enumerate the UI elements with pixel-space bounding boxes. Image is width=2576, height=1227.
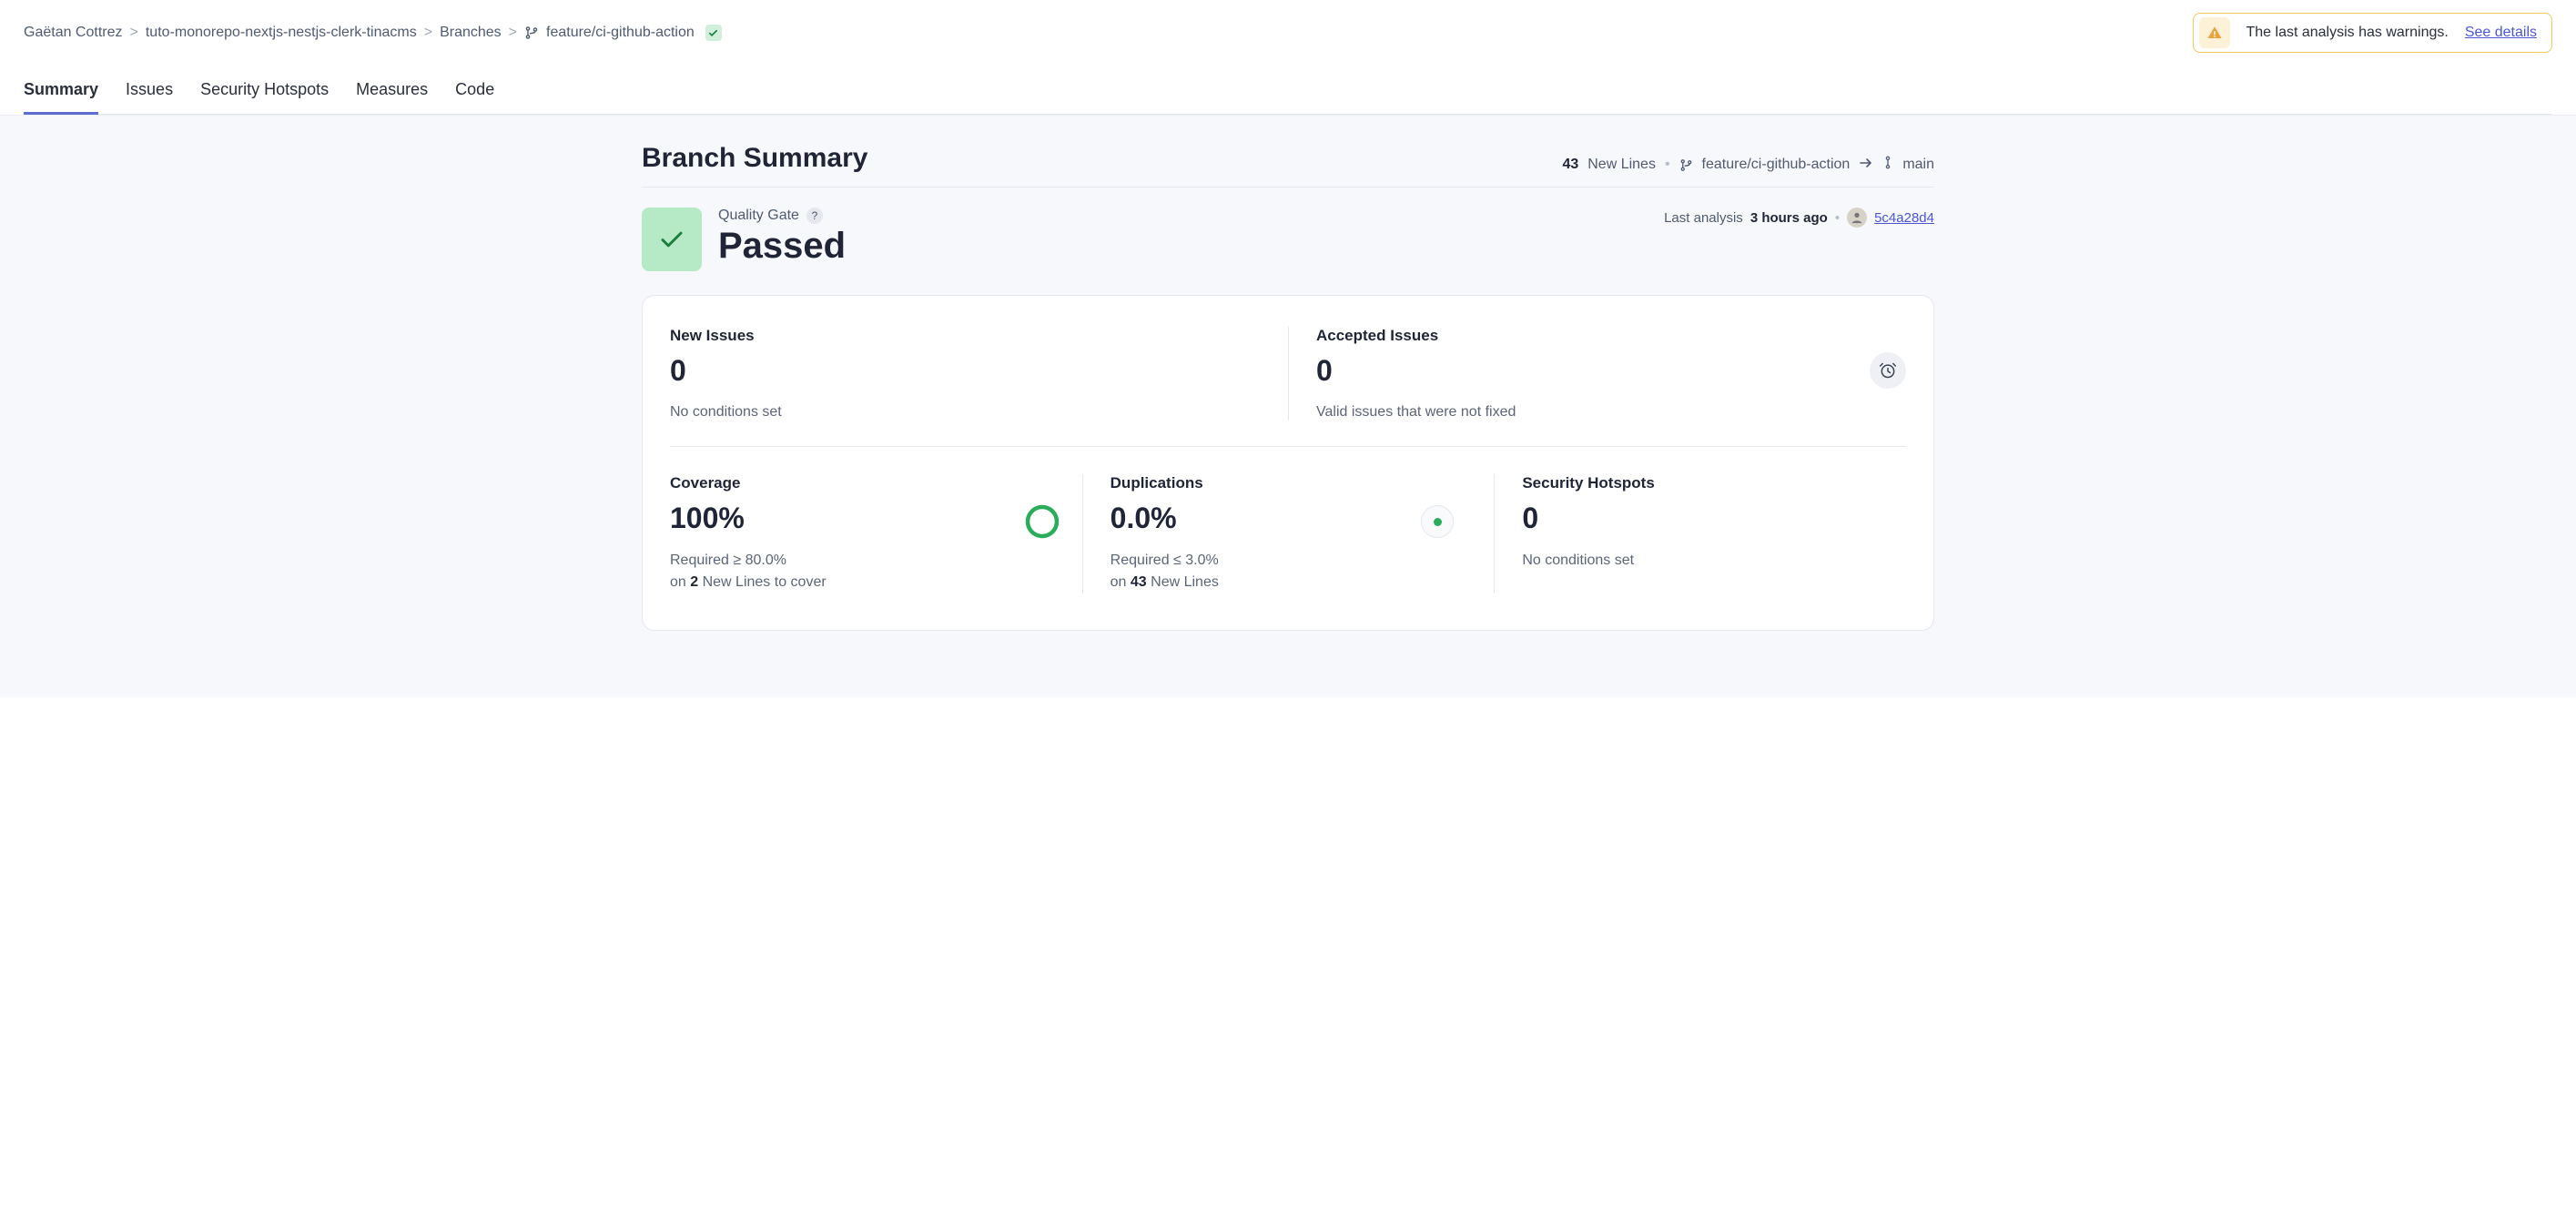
commit-link[interactable]: 5c4a28d4 [1874,210,1934,226]
tab-code[interactable]: Code [455,71,494,115]
accepted-issues-value[interactable]: 0 [1316,354,1879,388]
dot-sep: • [1665,157,1670,173]
tab-security-hotspots[interactable]: Security Hotspots [200,71,329,115]
tabs: Summary Issues Security Hotspots Measure… [24,71,2552,115]
snooze-button[interactable] [1870,352,1906,389]
breadcrumb-owner[interactable]: Gaëtan Cottrez [24,25,123,41]
branch-icon [1679,158,1693,172]
breadcrumb-sep: > [424,25,432,41]
breadcrumb-branches[interactable]: Branches [440,25,502,41]
new-lines-label: New Lines [1587,157,1656,173]
last-analysis-label: Last analysis [1664,210,1743,226]
target-branch: main [1902,157,1934,173]
dot-sep: • [1835,210,1840,226]
new-issues-title: New Issues [670,327,1261,345]
security-hotspots-title: Security Hotspots [1522,474,1879,492]
warning-icon [2199,17,2230,48]
last-analysis-time: 3 hours ago [1750,210,1828,226]
new-issues-sub: No conditions set [670,404,1261,421]
accepted-issues-title: Accepted Issues [1316,327,1879,345]
duplications-on-line: on 43 New Lines [1111,572,1467,593]
security-hotspots-value[interactable]: 0 [1522,502,1879,535]
branch-icon [524,25,539,40]
coverage-title: Coverage [670,474,1055,492]
arrow-right-icon [1859,157,1873,174]
coverage-required: Required ≥ 80.0% [670,550,1055,572]
breadcrumb-sep: > [509,25,517,41]
coverage-ring-icon [1024,503,1060,540]
breadcrumb-project[interactable]: tuto-monorepo-nextjs-nestjs-clerk-tinacm… [146,25,417,41]
breadcrumb-sep: > [130,25,138,41]
security-hotspots-sub: No conditions set [1522,550,1879,572]
accepted-issues-sub: Valid issues that were not fixed [1316,404,1879,421]
tab-measures[interactable]: Measures [356,71,428,115]
branch-status-passed-icon [705,25,722,41]
breadcrumb-branch[interactable]: feature/ci-github-action [546,25,695,41]
tab-issues[interactable]: Issues [126,71,173,115]
coverage-value[interactable]: 100% [670,502,1055,535]
warning-banner: The last analysis has warnings. See deta… [2193,13,2553,53]
new-lines-count: 43 [1562,157,1578,173]
duplications-title: Duplications [1111,474,1467,492]
avatar [1847,208,1867,228]
target-branch-icon [1882,156,1893,174]
duplications-required: Required ≤ 3.0% [1111,550,1467,572]
coverage-on-line: on 2 New Lines to cover [670,572,1055,593]
tab-summary[interactable]: Summary [24,71,98,115]
help-icon[interactable]: ? [806,208,823,224]
new-issues-value[interactable]: 0 [670,354,1261,388]
warning-see-details-link[interactable]: See details [2465,25,2537,41]
branch-meta: 43 New Lines • feature/ci-github-action … [1562,156,1934,174]
duplications-value[interactable]: 0.0% [1111,502,1467,535]
warning-text: The last analysis has warnings. [2246,25,2449,41]
quality-gate-status: Passed [718,226,846,267]
quality-gate-label: Quality Gate [718,208,799,224]
quality-gate-badge-passed [642,208,702,271]
page-title: Branch Summary [642,143,867,174]
metrics-card: New Issues 0 No conditions set Accepted … [642,295,1934,631]
source-branch: feature/ci-github-action [1702,157,1851,173]
breadcrumb: Gaëtan Cottrez > tuto-monorepo-nextjs-ne… [24,25,722,41]
